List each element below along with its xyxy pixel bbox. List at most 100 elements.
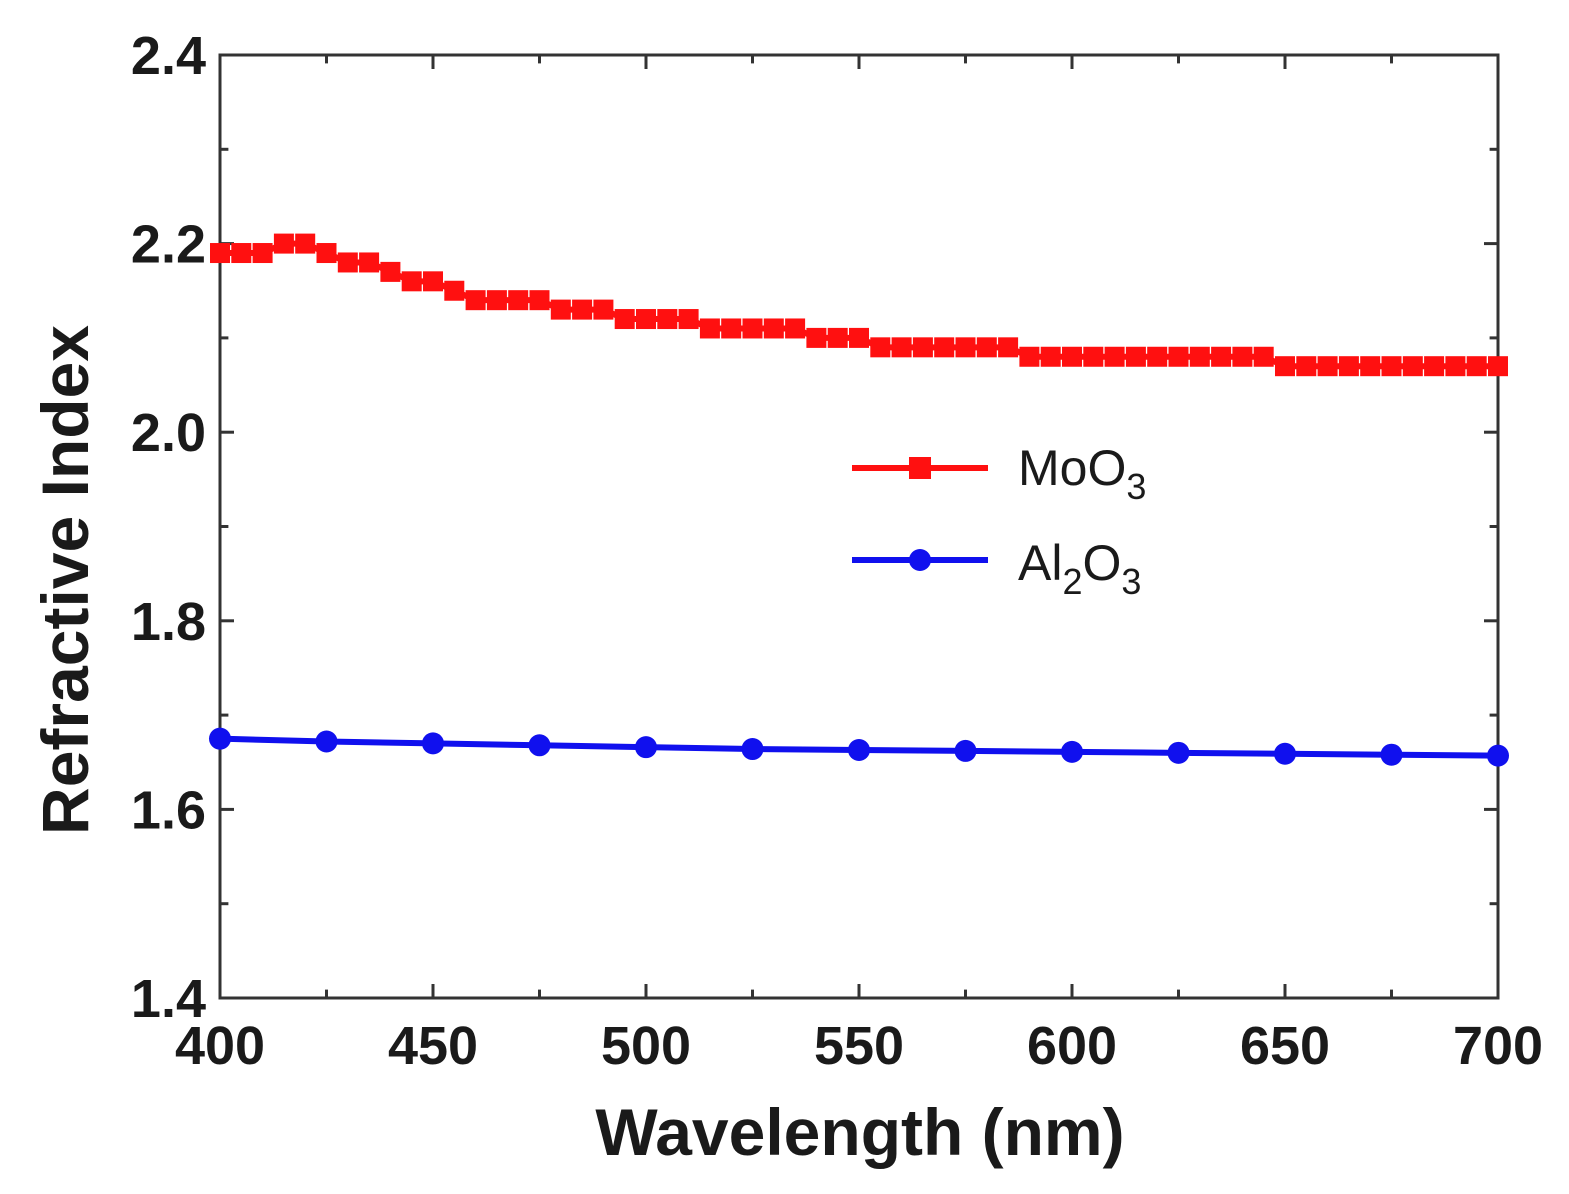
series-Al2O3 xyxy=(209,727,1509,767)
data-point-MoO3 xyxy=(252,243,273,264)
data-point-Al2O3 xyxy=(1274,742,1296,765)
y-tick-label: 2.0 xyxy=(131,403,206,463)
data-point-MoO3 xyxy=(636,309,656,330)
data-point-MoO3 xyxy=(1211,346,1232,367)
x-tick-label: 500 xyxy=(601,1016,691,1076)
data-point-MoO3 xyxy=(273,233,294,254)
data-point-MoO3 xyxy=(359,252,380,273)
data-point-MoO3 xyxy=(593,299,614,320)
legend-moo3-sub: 3 xyxy=(1126,466,1146,507)
data-point-MoO3 xyxy=(423,271,443,292)
data-point-MoO3 xyxy=(231,243,252,264)
data-point-MoO3 xyxy=(1232,346,1253,367)
data-point-MoO3 xyxy=(1040,346,1061,367)
data-point-MoO3 xyxy=(1424,356,1445,377)
data-point-MoO3 xyxy=(1104,346,1125,367)
data-point-MoO3 xyxy=(870,337,891,358)
data-point-Al2O3 xyxy=(1380,743,1403,766)
data-point-Al2O3 xyxy=(1487,744,1509,767)
data-point-MoO3 xyxy=(912,337,933,358)
x-tick-label: 400 xyxy=(175,1016,265,1076)
legend-marker-al2o3 xyxy=(909,549,931,571)
data-point-MoO3 xyxy=(1402,356,1423,377)
data-point-MoO3 xyxy=(465,290,486,311)
data-point-MoO3 xyxy=(1317,356,1338,377)
y-tick-label: 2.2 xyxy=(131,215,206,275)
data-point-MoO3 xyxy=(742,318,763,339)
data-point-MoO3 xyxy=(1147,346,1168,367)
data-point-MoO3 xyxy=(1488,356,1508,377)
data-point-MoO3 xyxy=(934,337,955,358)
data-point-MoO3 xyxy=(316,243,337,264)
data-point-MoO3 xyxy=(614,309,635,330)
data-point-MoO3 xyxy=(1275,356,1295,377)
data-point-MoO3 xyxy=(1168,346,1189,367)
data-point-MoO3 xyxy=(891,337,912,358)
data-point-MoO3 xyxy=(678,309,699,330)
legend-marker-moo3 xyxy=(909,457,931,479)
data-point-MoO3 xyxy=(806,327,827,348)
data-point-MoO3 xyxy=(529,290,550,311)
data-point-MoO3 xyxy=(210,243,230,264)
x-tick-label: 650 xyxy=(1240,1016,1330,1076)
legend-label-moo3: MoO3 xyxy=(1018,440,1146,507)
x-tick-label: 600 xyxy=(1027,1016,1117,1076)
x-axis-title: Wavelength (nm) xyxy=(595,1095,1124,1169)
data-point-MoO3 xyxy=(955,337,976,358)
series-layer xyxy=(209,233,1509,767)
data-point-Al2O3 xyxy=(635,736,657,759)
data-point-MoO3 xyxy=(295,233,316,254)
data-point-Al2O3 xyxy=(954,739,977,762)
data-point-MoO3 xyxy=(976,337,997,358)
data-point-MoO3 xyxy=(1253,346,1274,367)
data-point-Al2O3 xyxy=(1167,741,1190,764)
data-point-MoO3 xyxy=(657,309,678,330)
data-point-MoO3 xyxy=(1189,346,1210,367)
legend-al2o3-sub1: 2 xyxy=(1062,561,1082,602)
data-point-Al2O3 xyxy=(315,730,338,753)
x-tick-label: 700 xyxy=(1453,1016,1543,1076)
data-point-Al2O3 xyxy=(741,738,764,761)
data-point-MoO3 xyxy=(508,290,529,311)
x-tick-label: 550 xyxy=(814,1016,904,1076)
plot-frame xyxy=(218,53,1500,1000)
legend-al2o3-sub2: 3 xyxy=(1121,561,1141,602)
y-tick-label: 1.8 xyxy=(131,592,206,652)
data-point-MoO3 xyxy=(1019,346,1040,367)
data-point-MoO3 xyxy=(486,290,507,311)
data-point-MoO3 xyxy=(1466,356,1487,377)
data-point-Al2O3 xyxy=(848,738,870,761)
x-tick-labels: 400 450 500 550 600 650 700 xyxy=(175,1016,1543,1076)
data-point-MoO3 xyxy=(1296,356,1317,377)
data-point-Al2O3 xyxy=(1061,740,1083,763)
legend-al2o3-mid: O xyxy=(1083,535,1122,591)
data-point-MoO3 xyxy=(1445,356,1466,377)
axis-ticks xyxy=(218,53,1500,1000)
y-tick-label: 2.4 xyxy=(131,26,206,86)
data-point-MoO3 xyxy=(721,318,742,339)
data-point-MoO3 xyxy=(1381,356,1402,377)
data-point-MoO3 xyxy=(699,318,720,339)
legend-moo3-main: MoO xyxy=(1018,440,1126,496)
data-point-MoO3 xyxy=(785,318,806,339)
legend: MoO3 Al2O3 xyxy=(852,440,1146,602)
series-MoO3 xyxy=(210,233,1508,377)
x-tick-label: 450 xyxy=(388,1016,478,1076)
legend-al2o3-main: Al xyxy=(1018,535,1062,591)
data-point-MoO3 xyxy=(1360,356,1381,377)
data-point-MoO3 xyxy=(827,327,848,348)
legend-label-al2o3: Al2O3 xyxy=(1018,535,1141,602)
data-point-MoO3 xyxy=(998,337,1019,358)
data-point-MoO3 xyxy=(1062,346,1082,367)
data-point-MoO3 xyxy=(550,299,571,320)
data-point-MoO3 xyxy=(763,318,784,339)
y-tick-labels: 1.4 1.6 1.8 2.0 2.2 2.4 xyxy=(131,26,206,1029)
data-point-MoO3 xyxy=(337,252,358,273)
data-point-MoO3 xyxy=(1125,346,1146,367)
data-point-Al2O3 xyxy=(209,727,231,750)
data-point-MoO3 xyxy=(1083,346,1104,367)
data-point-Al2O3 xyxy=(422,732,444,755)
y-axis-title: Refractive Index xyxy=(28,325,102,835)
data-point-MoO3 xyxy=(444,280,465,301)
